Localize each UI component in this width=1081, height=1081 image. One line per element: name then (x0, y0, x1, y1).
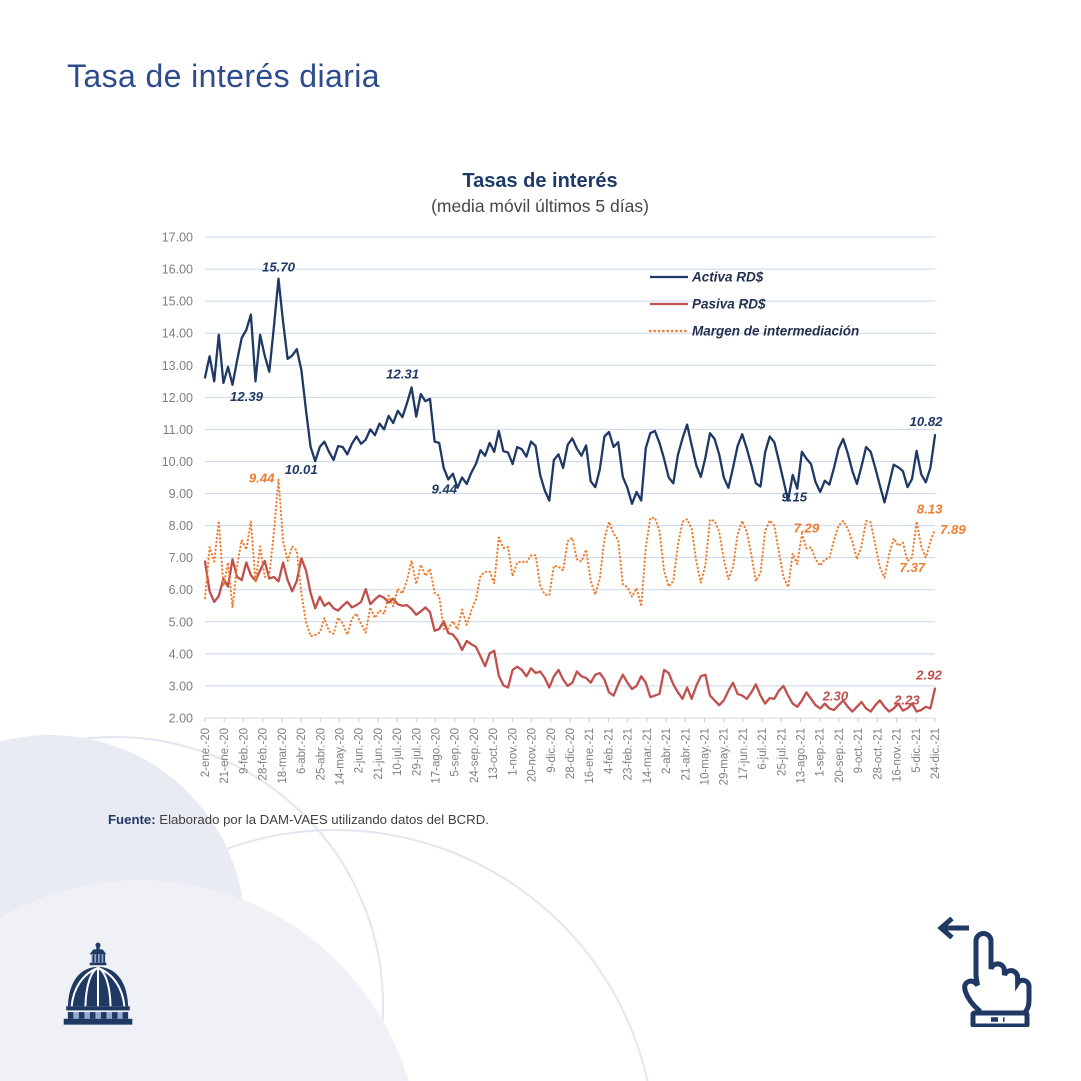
svg-text:14.00: 14.00 (162, 327, 193, 341)
svg-text:25-abr.-20: 25-abr.-20 (315, 728, 327, 780)
government-dome-logo (63, 942, 133, 1025)
svg-text:12.00: 12.00 (162, 391, 193, 405)
svg-text:15.00: 15.00 (162, 295, 193, 309)
svg-text:5-sep.-20: 5-sep.-20 (450, 728, 462, 777)
data-label: 7.37 (899, 560, 925, 575)
series-line-pasiva-rds (203, 557, 937, 713)
data-label: 9.15 (781, 490, 807, 505)
data-label: 10.82 (909, 414, 943, 429)
svg-text:1-sep.-21: 1-sep.-21 (815, 728, 827, 777)
legend-label: Activa RD$ (691, 270, 764, 285)
svg-text:28-dic.-20: 28-dic.-20 (565, 728, 577, 779)
svg-text:10.00: 10.00 (162, 455, 193, 469)
interest-rates-line-chart: 2.00 3.00 4.00 5.00 6.00 7.00 8.00 9.00 10.00 11.… (162, 231, 967, 786)
data-label: 9.44 (249, 470, 275, 485)
svg-text:1-nov.-20: 1-nov.-20 (507, 728, 519, 776)
svg-text:17-jun.-21: 17-jun.-21 (738, 728, 750, 780)
svg-text:16-nov.-21: 16-nov.-21 (892, 728, 904, 782)
data-label: 7.29 (794, 520, 820, 535)
svg-text:9-feb.-20: 9-feb.-20 (238, 728, 250, 774)
legend-label: Pasiva RD$ (692, 297, 766, 312)
svg-text:5.00: 5.00 (169, 615, 193, 629)
svg-text:21-jun.-20: 21-jun.-20 (373, 728, 385, 780)
svg-text:20-nov.-20: 20-nov.-20 (527, 728, 539, 782)
svg-text:9-dic.-20: 9-dic.-20 (546, 728, 558, 773)
svg-text:29-may.-21: 29-may.-21 (719, 728, 731, 785)
swipe-left-hand-icon (937, 916, 1032, 1027)
svg-text:25-jul.-21: 25-jul.-21 (776, 728, 788, 776)
chart-title: Tasas de interés (462, 170, 618, 192)
svg-text:20-sep.-21: 20-sep.-21 (834, 728, 846, 783)
svg-text:13-oct.-20: 13-oct.-20 (488, 728, 500, 780)
source-note: Fuente: Elaborado por la DAM-VAES utiliz… (108, 812, 489, 827)
data-label: 7.89 (940, 522, 966, 537)
svg-text:28-oct.-21: 28-oct.-21 (872, 728, 884, 780)
data-label: 10.01 (285, 462, 318, 477)
svg-text:18-mar.-20: 18-mar.-20 (277, 728, 289, 784)
svg-text:21-ene.-20: 21-ene.-20 (219, 728, 231, 784)
svg-text:6-abr.-20: 6-abr.-20 (296, 728, 308, 774)
data-label: 9.44 (431, 481, 457, 496)
svg-text:8.00: 8.00 (169, 519, 193, 533)
left-arrow-icon (937, 916, 969, 940)
svg-text:2-abr.-21: 2-abr.-21 (661, 728, 673, 774)
legend-label: Margen de intermediación (692, 324, 859, 339)
svg-text:16.00: 16.00 (162, 263, 193, 277)
wrist-band (970, 1010, 1030, 1027)
legend: Activa RD$ Pasiva RD$ Margen de intermedia… (648, 270, 859, 339)
data-label: 2.30 (822, 688, 849, 703)
svg-text:24-sep.-20: 24-sep.-20 (469, 728, 481, 783)
svg-text:4-feb.-21: 4-feb.-21 (603, 728, 615, 774)
svg-text:23-feb.-21: 23-feb.-21 (623, 728, 635, 780)
dome-ribs (70, 966, 126, 1007)
svg-text:7.00: 7.00 (169, 551, 193, 565)
svg-text:10-jul.-20: 10-jul.-20 (392, 728, 404, 776)
svg-text:2.00: 2.00 (169, 712, 193, 726)
svg-text:13-ago.-21: 13-ago.-21 (796, 728, 808, 784)
data-label: 15.70 (262, 260, 296, 275)
svg-text:2-ene.-20: 2-ene.-20 (200, 728, 212, 777)
svg-text:21-abr.-21: 21-abr.-21 (680, 728, 692, 780)
legend-item-activa-rds: Activa RD$ (650, 270, 764, 285)
svg-text:16-ene.-21: 16-ene.-21 (584, 728, 596, 784)
chart-header: Tasas de interés (media móvil últimos 5 … (145, 170, 935, 217)
svg-text:17.00: 17.00 (162, 231, 193, 245)
source-label: Fuente: (108, 812, 156, 827)
svg-text:13.00: 13.00 (162, 359, 193, 373)
svg-text:6.00: 6.00 (169, 583, 193, 597)
svg-text:3.00: 3.00 (169, 679, 193, 693)
page-title: Tasa de interés diaria (67, 58, 380, 94)
svg-text:4.00: 4.00 (169, 647, 193, 661)
legend-item-pasiva-rds: Pasiva RD$ (650, 297, 766, 312)
svg-text:6-jul.-21: 6-jul.-21 (757, 728, 769, 770)
svg-text:2-jun.-20: 2-jun.-20 (354, 728, 366, 773)
data-label: 12.31 (386, 366, 419, 381)
svg-text:29-jul.-20: 29-jul.-20 (411, 728, 423, 776)
hand-outline (962, 931, 1032, 1020)
data-label: 2.92 (915, 668, 942, 683)
svg-text:17-ago.-20: 17-ago.-20 (431, 728, 443, 784)
series-line-margen-intermediacion (203, 478, 937, 638)
svg-text:14-mar.-21: 14-mar.-21 (642, 728, 654, 784)
legend-item-margen-intermediacion: Margen de intermediación (648, 324, 859, 339)
data-labels: 12.39 15.70 10.01 12.31 9.44 9.15 10.82 9.44 7.2… (230, 260, 966, 708)
x-axis-labels: 2-ene.-20 21-ene.-20 9-feb.-20 28-feb.-20 18… (200, 718, 942, 785)
svg-text:9.00: 9.00 (169, 487, 193, 501)
svg-text:10-may.-21: 10-may.-21 (699, 728, 711, 785)
svg-text:9-oct.-21: 9-oct.-21 (853, 728, 865, 773)
data-label: 12.39 (230, 389, 264, 404)
data-label: 8.13 (917, 501, 943, 516)
series-line-activa-rds (203, 277, 937, 505)
svg-text:14-may.-20: 14-may.-20 (334, 728, 346, 785)
svg-text:5-dic.-21: 5-dic.-21 (911, 728, 923, 773)
svg-text:28-feb.-20: 28-feb.-20 (258, 728, 270, 780)
svg-text:24-dic.-21: 24-dic.-21 (930, 728, 942, 779)
source-text: Elaborado por la DAM-VAES utilizando dat… (155, 812, 489, 827)
gridlines (205, 236, 935, 719)
data-label: 2.23 (893, 693, 920, 708)
chart-subtitle: (media móvil últimos 5 días) (431, 196, 649, 216)
y-axis-labels: 2.00 3.00 4.00 5.00 6.00 7.00 8.00 9.00 10.00 11.… (162, 231, 193, 726)
svg-text:11.00: 11.00 (163, 423, 193, 437)
